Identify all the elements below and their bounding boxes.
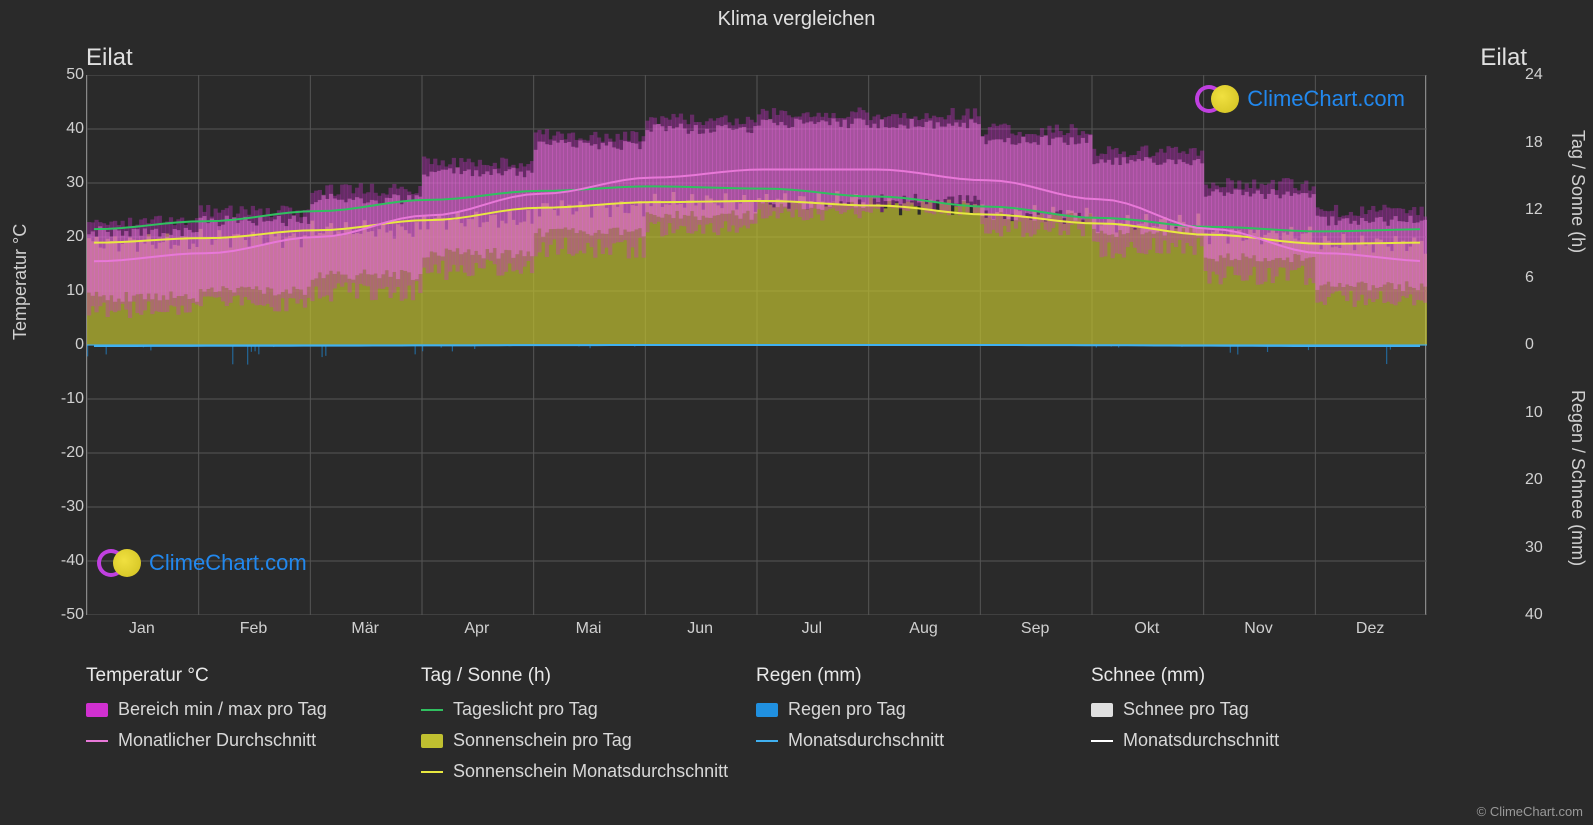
legend-label: Sonnenschein Monatsdurchschnitt bbox=[453, 761, 728, 782]
legend: Temperatur °C Bereich min / max pro Tag M… bbox=[86, 665, 1426, 792]
y2-tick: 30 bbox=[1525, 539, 1543, 557]
legend-item: Tageslicht pro Tag bbox=[421, 699, 756, 720]
y1-tick-labels: 50403020100-10-20-30-40-50 bbox=[44, 75, 84, 615]
y2-tick: 20 bbox=[1525, 471, 1543, 489]
y1-axis-label: Temperatur °C bbox=[10, 224, 31, 340]
x-tick: Mär bbox=[351, 620, 379, 638]
y2-tick: 10 bbox=[1525, 404, 1543, 422]
legend-item: Sonnenschein pro Tag bbox=[421, 730, 756, 751]
y1-tick: -30 bbox=[44, 498, 84, 516]
legend-swatch bbox=[421, 771, 443, 773]
legend-label: Bereich min / max pro Tag bbox=[118, 699, 327, 720]
legend-heading: Tag / Sonne (h) bbox=[421, 665, 756, 687]
y2-tick: 6 bbox=[1525, 269, 1534, 287]
x-tick: Aug bbox=[909, 620, 937, 638]
legend-col-rain: Regen (mm) Regen pro Tag Monatsdurchschni… bbox=[756, 665, 1091, 792]
x-tick: Jun bbox=[687, 620, 713, 638]
y1-tick: -20 bbox=[44, 444, 84, 462]
y1-tick: 20 bbox=[44, 228, 84, 246]
x-tick: Apr bbox=[464, 620, 489, 638]
y2-top-axis-label: Tag / Sonne (h) bbox=[1567, 130, 1588, 253]
legend-swatch bbox=[1091, 703, 1113, 717]
legend-swatch bbox=[1091, 740, 1113, 742]
legend-label: Sonnenschein pro Tag bbox=[453, 730, 632, 751]
legend-label: Monatsdurchschnitt bbox=[788, 730, 944, 751]
legend-col-snow: Schnee (mm) Schnee pro Tag Monatsdurchsch… bbox=[1091, 665, 1426, 792]
legend-heading: Temperatur °C bbox=[86, 665, 421, 687]
y1-tick: -40 bbox=[44, 552, 84, 570]
legend-item: Regen pro Tag bbox=[756, 699, 1091, 720]
legend-label: Tageslicht pro Tag bbox=[453, 699, 598, 720]
y1-tick: 0 bbox=[44, 336, 84, 354]
legend-item: Monatlicher Durchschnitt bbox=[86, 730, 421, 751]
x-tick: Dez bbox=[1356, 620, 1384, 638]
logo-sun-icon bbox=[1211, 85, 1239, 113]
watermark-bottom: ClimeChart.com bbox=[97, 549, 307, 577]
y1-tick: 10 bbox=[44, 282, 84, 300]
watermark-top: ClimeChart.com bbox=[1195, 85, 1405, 113]
y1-tick: 50 bbox=[44, 66, 84, 84]
y1-tick: 40 bbox=[44, 120, 84, 138]
legend-swatch bbox=[86, 703, 108, 717]
y1-tick: -50 bbox=[44, 606, 84, 624]
legend-swatch bbox=[756, 703, 778, 717]
y2-tick-labels: 2418126010203040 bbox=[1525, 75, 1555, 615]
legend-label: Schnee pro Tag bbox=[1123, 699, 1249, 720]
legend-item: Schnee pro Tag bbox=[1091, 699, 1426, 720]
legend-swatch bbox=[86, 740, 108, 742]
legend-label: Monatsdurchschnitt bbox=[1123, 730, 1279, 751]
legend-item: Monatsdurchschnitt bbox=[1091, 730, 1426, 751]
legend-label: Regen pro Tag bbox=[788, 699, 906, 720]
y2-tick: 12 bbox=[1525, 201, 1543, 219]
legend-heading: Regen (mm) bbox=[756, 665, 1091, 687]
legend-item: Bereich min / max pro Tag bbox=[86, 699, 421, 720]
chart-svg bbox=[87, 75, 1427, 615]
legend-swatch bbox=[421, 734, 443, 748]
y1-tick: -10 bbox=[44, 390, 84, 408]
legend-col-temperature: Temperatur °C Bereich min / max pro Tag M… bbox=[86, 665, 421, 792]
y1-tick: 30 bbox=[44, 174, 84, 192]
logo-sun-icon bbox=[113, 549, 141, 577]
plot-area: ClimeChart.com ClimeChart.com bbox=[86, 75, 1426, 615]
legend-col-sun: Tag / Sonne (h) Tageslicht pro Tag Sonnen… bbox=[421, 665, 756, 792]
watermark-text: ClimeChart.com bbox=[1247, 86, 1405, 112]
x-tick-labels: Jan Feb Mär Apr Mai Jun Jul Aug Sep Okt Nov Dez bbox=[86, 620, 1426, 644]
x-tick: Mai bbox=[576, 620, 602, 638]
y2-tick: 0 bbox=[1525, 336, 1534, 354]
y2-bot-axis-label: Regen / Schnee (mm) bbox=[1567, 390, 1588, 566]
legend-heading: Schnee (mm) bbox=[1091, 665, 1426, 687]
x-tick: Okt bbox=[1134, 620, 1159, 638]
chart-title: Klima vergleichen bbox=[0, 8, 1593, 31]
y2-tick: 24 bbox=[1525, 66, 1543, 84]
location-label-right: Eilat bbox=[1480, 44, 1527, 72]
x-tick: Feb bbox=[240, 620, 268, 638]
legend-label: Monatlicher Durchschnitt bbox=[118, 730, 316, 751]
location-label-left: Eilat bbox=[86, 44, 133, 72]
x-tick: Jul bbox=[802, 620, 822, 638]
x-tick: Sep bbox=[1021, 620, 1049, 638]
watermark-text: ClimeChart.com bbox=[149, 550, 307, 576]
y2-tick: 40 bbox=[1525, 606, 1543, 624]
legend-item: Sonnenschein Monatsdurchschnitt bbox=[421, 761, 756, 782]
y2-tick: 18 bbox=[1525, 134, 1543, 152]
x-tick: Nov bbox=[1244, 620, 1272, 638]
legend-item: Monatsdurchschnitt bbox=[756, 730, 1091, 751]
copyright-text: © ClimeChart.com bbox=[1477, 804, 1583, 819]
legend-swatch bbox=[756, 740, 778, 742]
x-tick: Jan bbox=[129, 620, 155, 638]
chart-container: Klima vergleichen Eilat Eilat Temperatur… bbox=[0, 0, 1593, 825]
legend-swatch bbox=[421, 709, 443, 711]
